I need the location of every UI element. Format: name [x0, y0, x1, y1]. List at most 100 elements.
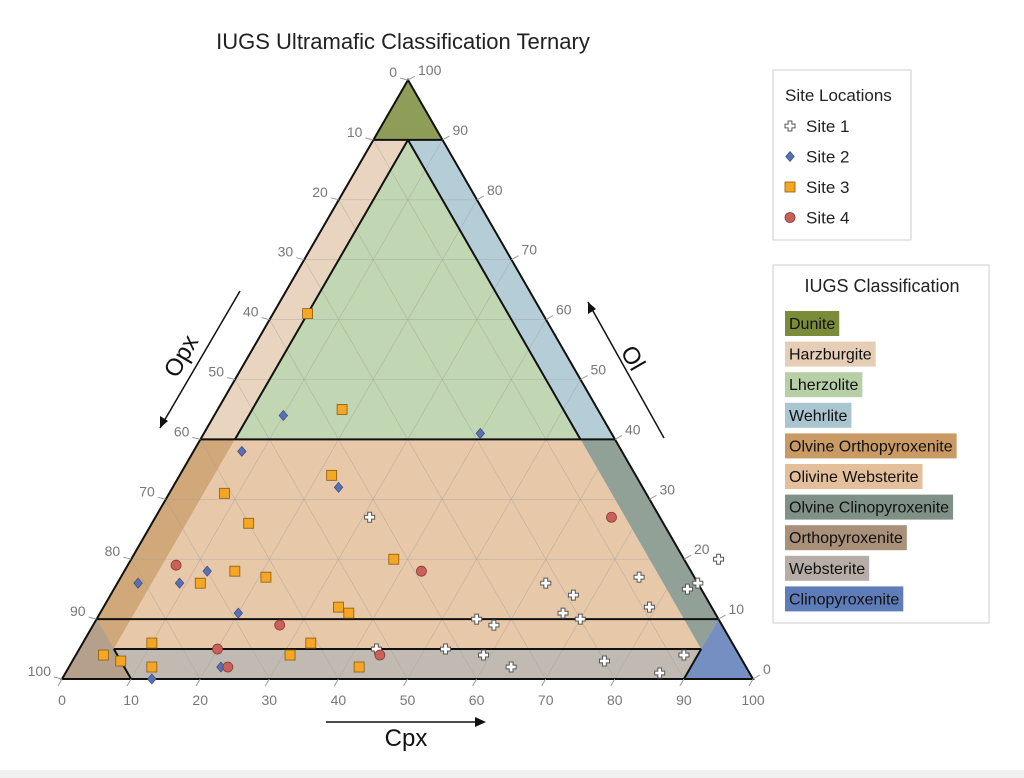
- tick-mark-cpx: [679, 678, 685, 687]
- class-item-wehrlite: Wehrlite: [785, 402, 852, 428]
- data-point-site-2: [202, 565, 212, 577]
- tick-mark-cpx: [126, 678, 132, 687]
- tick-label-ol: 90: [453, 122, 469, 138]
- tick-label-ol: 70: [522, 242, 538, 258]
- data-point-site-1: [540, 577, 552, 589]
- tick-label-ol: 10: [729, 601, 745, 617]
- data-point-site-2: [233, 607, 243, 619]
- tick-label-cpx: 60: [469, 692, 485, 708]
- tick-label-cpx: 30: [262, 692, 278, 708]
- site-legend-title: Site Locations: [785, 86, 892, 105]
- tick-mark-opx: [192, 436, 201, 440]
- grid-line: [269, 259, 512, 679]
- data-point-site-1: [440, 643, 452, 655]
- tick-mark-ol: [614, 434, 623, 440]
- data-point-site-1: [567, 589, 579, 601]
- class-swatch-olivine-websterite: [785, 464, 923, 489]
- data-point-site-1: [505, 661, 517, 673]
- tick-mark-ol: [476, 195, 485, 201]
- chart-title: IUGS Ultramafic Classification Ternary: [216, 29, 590, 54]
- class-swatch-lherzolite: [785, 372, 863, 398]
- data-point-site-3: [388, 553, 400, 565]
- tick-label-ol: 30: [660, 481, 676, 497]
- tick-label-cpx: 90: [676, 692, 692, 708]
- axis-ticks: 0 10 20 30 40 50 60 70 80 90 100010203040506070809…: [28, 62, 771, 708]
- legend-item-site-2: Site 2: [785, 148, 849, 167]
- legend-marker-site-3: [784, 181, 796, 193]
- tick-mark-ol: [752, 674, 761, 680]
- tick-label-cpx: 80: [607, 692, 623, 708]
- data-points: [98, 308, 725, 685]
- tick-mark-opx: [261, 317, 270, 321]
- data-point-site-2: [475, 427, 485, 439]
- class-label-harzburgite: Harzburgite: [789, 347, 872, 364]
- data-point-site-4: [222, 661, 234, 673]
- opx-label: Opx: [159, 330, 204, 382]
- tick-label-opx: 70: [139, 483, 155, 499]
- tick-label-opx: 30: [278, 244, 294, 260]
- tick-mark-opx: [330, 197, 339, 201]
- tick-mark-ol: [580, 375, 588, 380]
- class-swatch-olvine-orthopyroxenite: [785, 433, 957, 459]
- region-wehrlite: [407, 139, 615, 440]
- tick-label-opx: 50: [208, 364, 224, 380]
- tick-label-ol: 50: [591, 362, 607, 378]
- tick-label-cpx: 100: [741, 692, 765, 708]
- site-legend-box: [772, 69, 912, 241]
- class-label-lherzolite: Lherzolite: [789, 377, 858, 394]
- tick-label-cpx: 0: [58, 692, 66, 708]
- class-label-orthopyroxenite: Orthopyroxenite: [789, 530, 903, 547]
- data-point-site-3: [229, 565, 241, 577]
- region-dunite: [373, 80, 443, 140]
- data-point-site-3: [326, 469, 338, 481]
- data-point-site-2: [333, 481, 344, 493]
- data-point-site-1: [633, 571, 645, 583]
- class-legend: IUGS Classification Dunite Harzburgite Lhe…: [772, 264, 990, 624]
- legend-marker-site-4: [784, 212, 796, 223]
- data-point-site-3: [219, 487, 230, 499]
- data-point-site-4: [212, 643, 223, 655]
- grid-line: [303, 259, 546, 679]
- class-swatch-olvine-clinopyroxenite: [785, 494, 954, 520]
- tick-mark-ol: [511, 255, 519, 261]
- tick-label-cpx: 70: [538, 692, 554, 708]
- data-point-site-3: [284, 649, 296, 661]
- tick-mark-cpx: [57, 678, 63, 687]
- class-label-clinopyroxenite: Clinopyroxenite: [789, 591, 899, 608]
- region-harzburgite: [200, 139, 408, 440]
- class-legend-title: IUGS Classification: [804, 276, 959, 296]
- tick-label-cpx: 50: [400, 692, 416, 708]
- class-item-dunite: Dunite: [785, 311, 840, 336]
- tick-mark-ol: [649, 494, 657, 500]
- data-point-site-3: [343, 607, 355, 619]
- data-point-site-1: [643, 601, 655, 613]
- region-clinopyroxenite: [683, 619, 753, 679]
- tick-mark-cpx: [472, 678, 478, 687]
- tick-label-opx: 10: [347, 124, 363, 140]
- region-olivine-websterite: [113, 439, 702, 650]
- legend-label-site-2: Site 2: [806, 148, 849, 167]
- grid-line: [407, 379, 581, 679]
- grid-line: [130, 139, 443, 679]
- legend-marker-site-1: [784, 120, 796, 132]
- tick-label-opx: 80: [105, 543, 121, 559]
- cpx-label: Cpx: [385, 725, 428, 752]
- data-point-site-3: [115, 655, 127, 667]
- class-swatch-orthopyroxenite: [785, 525, 907, 551]
- class-item-olvine-orthopyroxenite: Olvine Orthopyroxenite: [785, 433, 957, 459]
- ol-arrowhead: [588, 302, 596, 314]
- region-boundary: [407, 139, 582, 440]
- data-point-site-1: [471, 613, 483, 625]
- data-point-site-4: [374, 649, 386, 661]
- tick-mark-opx: [88, 616, 97, 620]
- tick-mark-cpx: [264, 678, 270, 687]
- opx-arrowhead: [160, 416, 168, 428]
- class-label-olvine-orthopyroxenite: Olvine Orthopyroxenite: [789, 438, 953, 455]
- legend-label-site-1: Site 1: [806, 117, 849, 136]
- tick-mark-ol: [683, 554, 692, 560]
- class-item-harzburgite: Harzburgite: [785, 341, 876, 367]
- grid-line: [234, 379, 408, 679]
- data-point-site-3: [260, 571, 272, 583]
- legend-item-site-4: Site 4: [784, 209, 849, 228]
- data-point-site-2: [147, 673, 157, 685]
